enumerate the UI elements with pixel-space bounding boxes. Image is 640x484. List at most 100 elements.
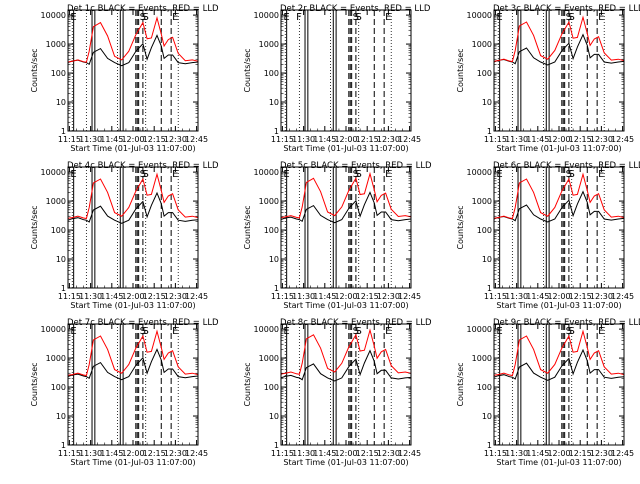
x-tick-label: 12:45 — [611, 292, 634, 301]
x-tick-label: 12:45 — [185, 449, 208, 458]
y-axis-label: Counts/sec — [30, 362, 39, 406]
x-tick-label: 12:15 — [356, 292, 379, 301]
x-tick-label: 12:00 — [334, 292, 357, 301]
x-tick-label: 12:15 — [143, 135, 166, 144]
x-tick-label: 12:30 — [164, 449, 187, 458]
x-tick-label: 11:15 — [484, 135, 507, 144]
marker-label: S — [566, 12, 572, 23]
x-tick-label: 11:45 — [100, 292, 123, 301]
x-tick-label: 11:15 — [271, 449, 294, 458]
marker-label: S — [355, 169, 361, 180]
y-tick-label: 10 — [482, 255, 492, 264]
x-tick-label: 11:45 — [313, 292, 336, 301]
y-tick-label: 1000 — [46, 40, 66, 49]
marker-label: S — [140, 326, 146, 337]
y-tick-label: 10 — [482, 98, 492, 107]
y-tick-label: 10 — [482, 412, 492, 421]
series-events-line — [280, 191, 412, 224]
x-tick-label: 11:45 — [526, 135, 549, 144]
y-tick-label: 100 — [51, 226, 66, 235]
y-axis-label: Counts/sec — [456, 205, 465, 249]
marker-label: E — [283, 12, 289, 23]
x-tick-label: 11:45 — [100, 135, 123, 144]
x-axis-label: Start Time (01-Jul-03 11:07:00) — [70, 144, 195, 153]
y-tick-label: 100 — [477, 383, 492, 392]
y-tick-label: 1 — [487, 127, 492, 136]
x-tick-label: 12:00 — [547, 292, 570, 301]
marker-label: S — [142, 326, 148, 337]
series-lld-line — [67, 172, 199, 220]
marker-label: E — [70, 12, 76, 23]
y-tick-label: 100 — [51, 69, 66, 78]
panel-title: Det 4c BLACK = Events, RED = LLD — [67, 161, 219, 171]
y-axis-label: Counts/sec — [243, 362, 252, 406]
y-tick-label: 1 — [61, 441, 66, 450]
panel-title: Det 1c BLACK = Events, RED = LLD — [67, 4, 219, 14]
panel-title: Det 7c BLACK = Events, RED = LLD — [67, 318, 219, 328]
y-tick-label: 10 — [56, 412, 66, 421]
marker-label: S — [353, 12, 359, 23]
x-axis-label: Start Time (01-Jul-03 11:07:00) — [283, 458, 408, 467]
x-tick-label: 12:45 — [398, 449, 421, 458]
x-tick-label: 12:30 — [164, 135, 187, 144]
y-tick-label: 1000 — [472, 40, 492, 49]
marker-label: S — [353, 326, 359, 337]
panel-title: Det 3c BLACK = Events, RED = LLD — [493, 4, 640, 14]
y-axis-label: Counts/sec — [243, 205, 252, 249]
x-tick-label: 12:00 — [121, 449, 144, 458]
marker-label: E — [70, 169, 76, 180]
y-tick-label: 100 — [477, 69, 492, 78]
series-lld-line — [493, 15, 625, 63]
panel-title: Det 9c BLACK = Events, RED = LLD — [493, 318, 640, 328]
marker-label: E — [496, 326, 502, 337]
y-axis-label: Counts/sec — [243, 48, 252, 92]
x-tick-label: 11:30 — [292, 449, 315, 458]
y-tick-label: 100 — [264, 383, 279, 392]
y-tick-label: 100 — [51, 383, 66, 392]
series-lld-line — [493, 172, 625, 220]
y-tick-label: 1 — [274, 441, 279, 450]
y-tick-label: 10000 — [467, 11, 492, 20]
x-tick-label: 11:30 — [292, 292, 315, 301]
y-tick-label: 10000 — [41, 11, 66, 20]
y-tick-label: 10 — [269, 412, 279, 421]
y-tick-label: 10 — [269, 255, 279, 264]
x-tick-label: 11:30 — [79, 449, 102, 458]
marker-label: S — [142, 169, 148, 180]
x-tick-label: 11:45 — [526, 449, 549, 458]
y-tick-label: 1000 — [472, 197, 492, 206]
marker-label: S — [140, 169, 146, 180]
x-tick-label: 12:15 — [143, 292, 166, 301]
x-axis-label: Start Time (01-Jul-03 11:07:00) — [496, 458, 621, 467]
y-tick-label: 10 — [269, 98, 279, 107]
panel-title: Det 8c BLACK = Events, RED = LLD — [280, 318, 432, 328]
series-lld-line — [67, 329, 199, 377]
marker-label: E — [385, 169, 391, 180]
y-axis-label: Counts/sec — [30, 205, 39, 249]
marker-label: E — [283, 326, 289, 337]
marker-label: S — [568, 326, 574, 337]
x-axis-label: Start Time (01-Jul-03 11:07:00) — [283, 144, 408, 153]
x-tick-label: 12:00 — [334, 449, 357, 458]
y-tick-label: 100 — [477, 226, 492, 235]
x-tick-label: 11:45 — [313, 449, 336, 458]
y-tick-label: 1000 — [259, 354, 279, 363]
y-tick-label: 10000 — [41, 325, 66, 334]
x-tick-label: 11:15 — [271, 135, 294, 144]
panel-title: Det 5c BLACK = Events, RED = LLD — [280, 161, 432, 171]
x-tick-label: 12:45 — [398, 135, 421, 144]
marker-label: F — [296, 12, 302, 23]
x-tick-label: 12:15 — [356, 135, 379, 144]
x-axis-label: Start Time (01-Jul-03 11:07:00) — [496, 301, 621, 310]
x-tick-label: 12:30 — [590, 449, 613, 458]
y-tick-label: 100 — [264, 69, 279, 78]
y-axis-label: Counts/sec — [456, 362, 465, 406]
y-tick-label: 10 — [56, 98, 66, 107]
y-tick-label: 1000 — [259, 197, 279, 206]
x-tick-label: 12:30 — [377, 135, 400, 144]
marker-label: E — [283, 169, 289, 180]
